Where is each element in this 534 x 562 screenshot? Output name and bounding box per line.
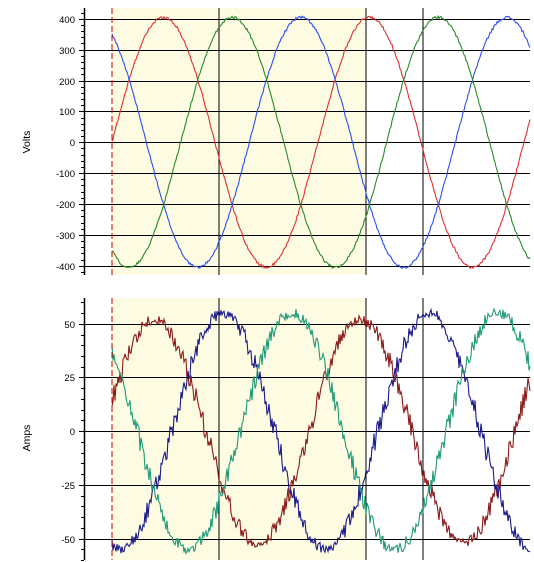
waveform-series-2 xyxy=(111,15,531,270)
waveform-series-1 xyxy=(111,15,531,270)
y-tick-label: 0 xyxy=(70,138,75,149)
y-tick-label: 25 xyxy=(64,373,75,384)
highlight-region xyxy=(112,8,366,275)
waveform-series-3 xyxy=(111,307,531,555)
waveform-series-1 xyxy=(111,313,531,548)
y-tick-label: 100 xyxy=(59,107,75,118)
y-tick-label: 300 xyxy=(59,46,75,57)
y-tick-label: -25 xyxy=(61,481,75,492)
y-tick-label: -300 xyxy=(56,231,75,242)
y-tick-label: 400 xyxy=(59,15,75,26)
y-tick-label: -50 xyxy=(61,535,75,546)
y-axis-title: Volts xyxy=(21,131,33,154)
waveform-series-2 xyxy=(111,307,531,554)
y-tick-label: -100 xyxy=(56,169,75,180)
y-tick-label: 200 xyxy=(59,77,75,88)
y-axis-title: Amps xyxy=(21,425,33,452)
y-tick-label: 50 xyxy=(64,320,75,331)
y-tick-label: -400 xyxy=(56,262,75,273)
voltage-chart: 400 300 200 100 0 -100 -200 -300 -400 Volts xyxy=(21,8,531,275)
y-tick-label: -200 xyxy=(56,200,75,211)
y-tick-label: 0 xyxy=(70,427,75,438)
waveform-series-3 xyxy=(111,14,531,269)
current-chart: 50 25 0 -25 -50 Amps xyxy=(21,298,531,561)
